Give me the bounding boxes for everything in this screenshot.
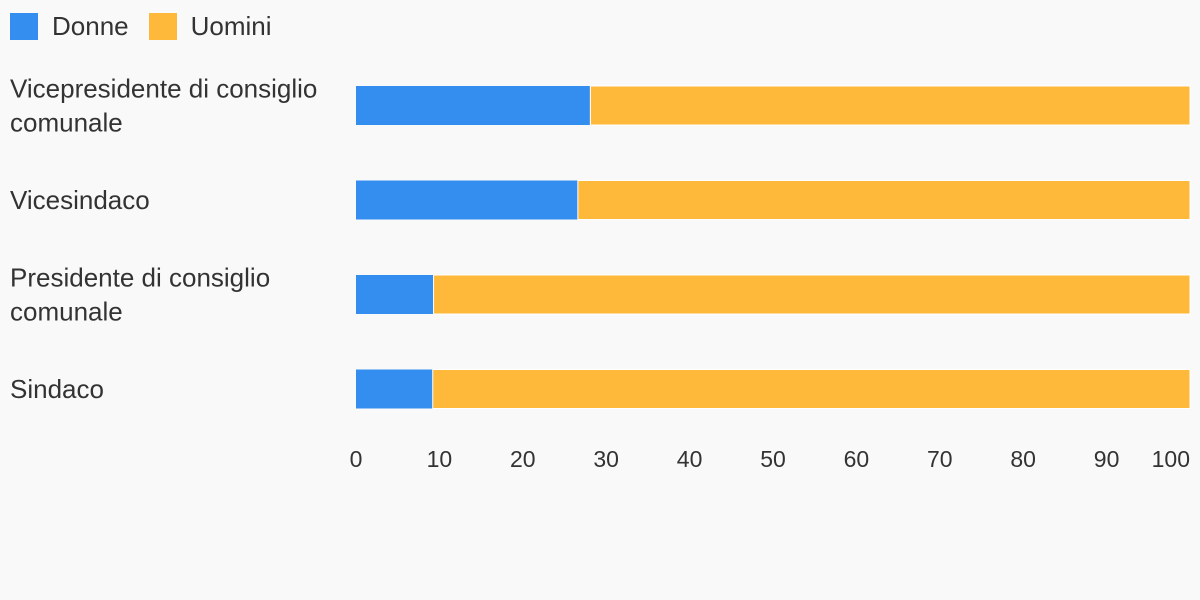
- bar-uomini-3[interactable]: [432, 369, 1191, 409]
- legend: Donne Uomini: [10, 10, 292, 42]
- x-tick-label-90: 90: [1094, 446, 1120, 472]
- legend-label-uomini: Uomini: [190, 11, 272, 41]
- bar-uomini-0[interactable]: [589, 85, 1191, 126]
- x-tick-label-10: 10: [427, 446, 453, 472]
- x-tick-label-80: 80: [1010, 446, 1036, 472]
- category-label-2: Presidente di consiglio comunale: [10, 263, 270, 327]
- legend-swatch-uomini: [148, 12, 177, 40]
- category-label-line: comunale: [10, 297, 123, 327]
- bar-donne-0[interactable]: [356, 86, 591, 125]
- bar-donne-1[interactable]: [356, 180, 578, 220]
- x-tick-label-40: 40: [677, 446, 703, 472]
- legend-item-uomini[interactable]: Uomini: [148, 10, 272, 42]
- x-tick-label-20: 20: [510, 446, 536, 472]
- category-label-line: comunale: [10, 108, 123, 138]
- category-labels-group: Vicepresidente di consiglio comunale Vices…: [10, 74, 317, 405]
- bar-uomini-2[interactable]: [433, 274, 1191, 315]
- x-tick-label-100: 100: [1152, 446, 1190, 472]
- category-label-3: Sindaco: [10, 374, 104, 404]
- x-tick-label-30: 30: [593, 446, 619, 472]
- category-label-line: Presidente di consiglio: [10, 263, 270, 293]
- category-label-1: Vicesindaco: [10, 185, 150, 215]
- category-label-line: Vicesindaco: [10, 185, 150, 215]
- legend-label-donne: Donne: [52, 11, 129, 41]
- x-axis-ticks-group: 0 10 20 30 40 50 60 70 80 90 100: [350, 446, 1190, 472]
- x-tick-label-0: 0: [350, 446, 363, 472]
- x-tick-label-60: 60: [844, 446, 870, 472]
- bar-donne-3[interactable]: [356, 369, 433, 409]
- x-tick-label-50: 50: [760, 446, 786, 472]
- bars-group: [356, 85, 1191, 409]
- bar-uomini-1[interactable]: [577, 180, 1191, 220]
- x-tick-label-70: 70: [927, 446, 953, 472]
- category-label-line: Vicepresidente di consiglio: [10, 74, 317, 104]
- category-label-0: Vicepresidente di consiglio comunale: [10, 74, 317, 138]
- bar-donne-2[interactable]: [356, 275, 434, 314]
- legend-swatch-donne: [10, 12, 38, 40]
- legend-item-donne[interactable]: Donne: [10, 10, 129, 42]
- category-label-line: Sindaco: [10, 374, 104, 404]
